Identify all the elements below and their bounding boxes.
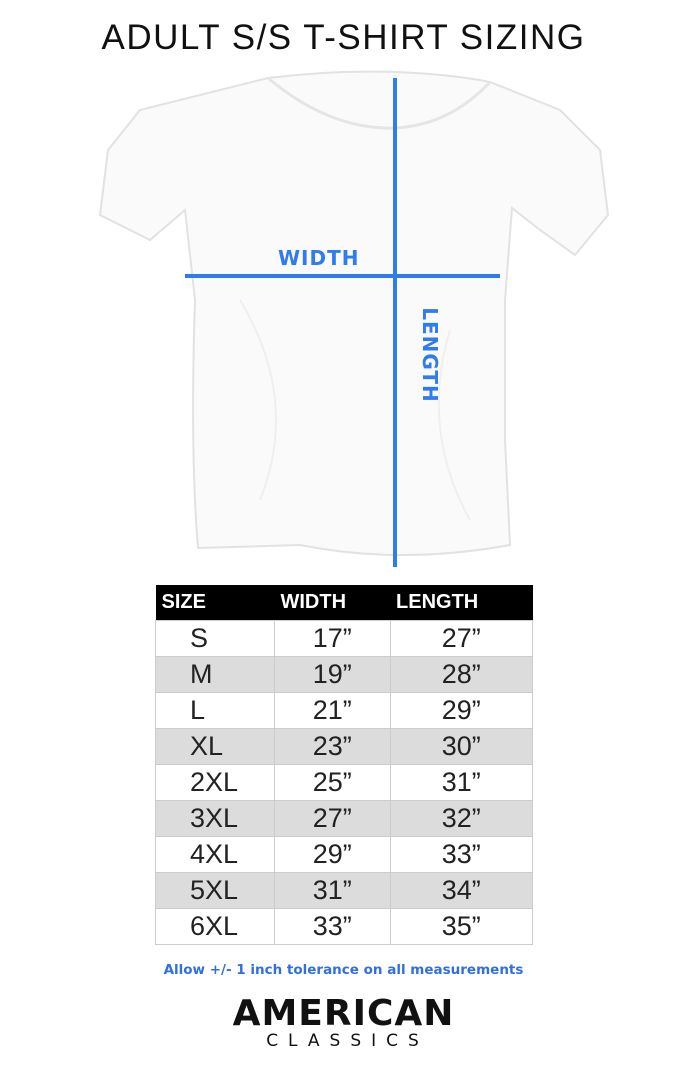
- table-row: 3XL 27” 32”: [155, 800, 534, 837]
- cell-size: 3XL: [155, 800, 275, 837]
- page-title: ADULT S/S T-SHIRT SIZING: [101, 18, 586, 57]
- cell-size: 5XL: [155, 872, 275, 909]
- size-table: SIZE WIDTH LENGTH S 17” 27” M 19” 28” L 21” 29” X…: [155, 585, 534, 945]
- tolerance-note: Allow +/- 1 inch tolerance on all measur…: [163, 962, 524, 978]
- cell-size: 2XL: [155, 764, 275, 801]
- table-row: S 17” 27”: [155, 620, 534, 657]
- cell-width: 25”: [274, 764, 391, 801]
- cell-size: XL: [155, 728, 275, 765]
- table-row: 6XL 33” 35”: [155, 908, 534, 945]
- cell-length: 28”: [389, 656, 534, 693]
- table-row: L 21” 29”: [155, 692, 534, 729]
- brand-logo-subtitle: CLASSICS: [266, 1031, 429, 1051]
- table-row: 5XL 31” 34”: [155, 872, 534, 909]
- table-row: M 19” 28”: [155, 656, 534, 693]
- cell-length: 31”: [389, 764, 534, 801]
- cell-length: 35”: [389, 908, 534, 945]
- cell-length: 30”: [389, 728, 534, 765]
- cell-width: 17”: [274, 620, 391, 657]
- header-width: WIDTH: [274, 585, 391, 621]
- header-length: LENGTH: [390, 585, 533, 621]
- cell-length: 33”: [389, 836, 534, 873]
- cell-width: 33”: [274, 908, 391, 945]
- cell-length: 32”: [389, 800, 534, 837]
- cell-size: M: [155, 656, 275, 693]
- width-label: WIDTH: [278, 246, 360, 270]
- cell-width: 21”: [274, 692, 391, 729]
- cell-width: 19”: [274, 656, 391, 693]
- cell-width: 29”: [274, 836, 391, 873]
- brand-logo: AMERICAN: [232, 993, 455, 1034]
- table-row: 2XL 25” 31”: [155, 764, 534, 801]
- cell-width: 31”: [274, 872, 391, 909]
- cell-size: 6XL: [155, 908, 275, 945]
- table-row: XL 23” 30”: [155, 728, 534, 765]
- tshirt-shape: [98, 70, 610, 556]
- tshirt-diagram: [98, 70, 610, 567]
- header-size: SIZE: [155, 585, 275, 621]
- table-header: SIZE WIDTH LENGTH: [155, 585, 533, 621]
- cell-length: 34”: [389, 872, 534, 909]
- cell-length: 27”: [389, 620, 534, 657]
- table-row: 4XL 29” 33”: [155, 836, 534, 873]
- cell-size: 4XL: [155, 836, 275, 873]
- cell-length: 29”: [389, 692, 534, 729]
- cell-size: L: [155, 692, 275, 729]
- cell-size: S: [155, 620, 275, 657]
- cell-width: 23”: [274, 728, 391, 765]
- length-label: LENGTH: [418, 307, 442, 403]
- cell-width: 27”: [274, 800, 391, 837]
